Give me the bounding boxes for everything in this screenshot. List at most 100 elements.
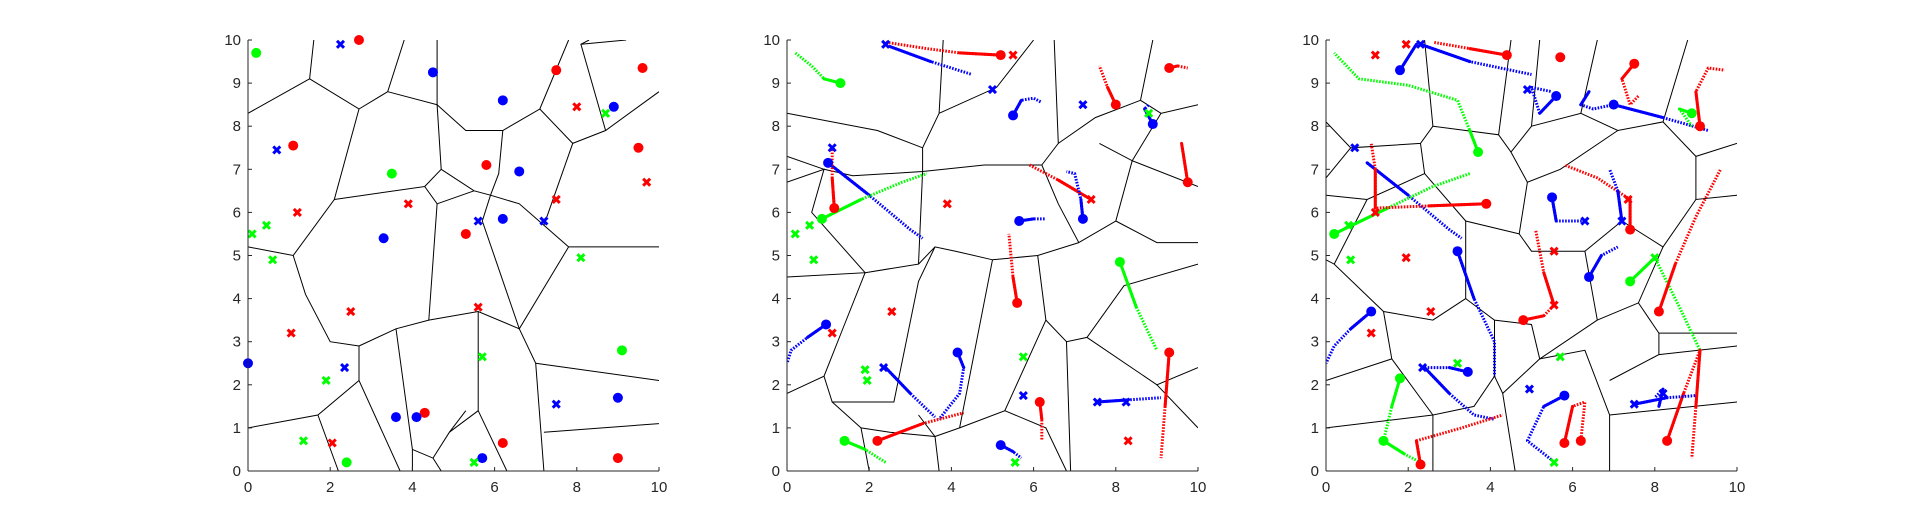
y-tick-label: 10 — [224, 32, 241, 49]
trajectory-path — [1333, 51, 1480, 153]
voronoi-edge — [1326, 221, 1467, 321]
x-tick-label: 6 — [1029, 479, 1037, 496]
trajectory-path — [1657, 168, 1722, 312]
trajectory-path — [1326, 310, 1373, 364]
voronoi-edge — [1609, 333, 1660, 381]
point-green-cross — [1452, 358, 1463, 368]
voronoi-edge — [432, 410, 467, 459]
point-red-dot — [1481, 198, 1492, 209]
point-blue-cross — [1617, 216, 1627, 226]
trajectory-path — [1525, 394, 1566, 462]
trajectory-path — [1530, 85, 1558, 115]
voronoi-edge — [428, 203, 438, 321]
point-red-dot — [829, 203, 840, 214]
subplot-2: 0 2 4 6 8 10 0 1 2 3 4 5 6 7 8 9 10 — [763, 32, 1206, 496]
point-blue-dot — [1559, 390, 1570, 401]
trajectory-head — [884, 366, 912, 395]
point-blue-cross — [473, 216, 483, 226]
point-red-dot — [288, 140, 299, 151]
trajectory-path — [1423, 366, 1495, 421]
axes: 0 2 4 6 8 10 0 1 2 3 4 5 6 7 8 9 10 — [763, 32, 1206, 496]
point-blue-dot — [821, 319, 832, 330]
point-red-cross — [1623, 194, 1633, 205]
point-green-dot — [1473, 147, 1484, 158]
point-green-dot — [816, 213, 827, 224]
x-tick-label: 10 — [651, 479, 668, 496]
point-red-dot — [1653, 306, 1664, 317]
point-blue-dot — [497, 213, 508, 224]
point-red-cross — [572, 102, 582, 112]
y-tick-label: 6 — [772, 204, 780, 221]
point-blue-dot — [477, 453, 488, 464]
trajectory-head — [1056, 178, 1093, 201]
point-blue-cross — [1658, 388, 1668, 398]
voronoi-edge — [317, 414, 339, 471]
trajectory-head — [820, 198, 863, 221]
point-red-dot — [872, 435, 883, 446]
voronoi-edge — [1326, 414, 1433, 429]
point-green-cross — [1346, 255, 1356, 265]
y-tick-label: 1 — [233, 420, 241, 437]
voronoi-edges — [787, 40, 1198, 471]
voronoi-edge — [395, 328, 413, 471]
voronoi-edge — [424, 104, 442, 187]
point-blue-cross — [879, 362, 889, 373]
x-tick-label: 6 — [490, 479, 498, 496]
point-green-cross — [247, 229, 257, 239]
trajectory-path — [794, 51, 841, 85]
y-tick-label: 7 — [1311, 161, 1319, 178]
point-red-dot — [612, 453, 623, 464]
voronoi-edge — [1326, 358, 1392, 381]
point-red-dot — [481, 159, 492, 170]
point-blue-dot — [427, 67, 438, 78]
trajectory-path — [1579, 90, 1615, 111]
y-tick-label: 9 — [772, 75, 780, 92]
point-green-cross — [321, 375, 331, 386]
voronoi-edge — [481, 195, 570, 330]
point-blue-cross — [539, 216, 549, 226]
point-blue-cross — [987, 85, 998, 95]
axes: 0 2 4 6 8 10 0 1 2 3 4 5 6 7 8 9 10 — [1302, 32, 1745, 496]
point-green-cross — [1344, 220, 1354, 230]
y-tick-label: 6 — [233, 204, 241, 221]
data-points — [243, 35, 652, 468]
point-blue-cross — [1121, 397, 1131, 407]
y-tick-label: 0 — [772, 463, 780, 480]
voronoi-edge — [1383, 311, 1434, 416]
point-red-dot — [497, 437, 508, 448]
trajectory-head — [1468, 47, 1509, 57]
point-red-dot — [419, 407, 430, 418]
voronoi-edge — [1004, 410, 1067, 471]
point-blue-dot — [1008, 110, 1019, 121]
voronoi-edge — [580, 40, 627, 45]
y-tick-label: 5 — [772, 248, 780, 265]
trajectory-path — [1694, 66, 1725, 127]
voronoi-edge — [1510, 130, 1619, 183]
point-blue-cross — [551, 399, 561, 409]
voronoi-edge — [860, 427, 940, 471]
point-red-cross — [827, 328, 837, 338]
voronoi-edge — [1695, 156, 1737, 201]
voronoi-edge — [580, 40, 607, 131]
trajectory-head — [1657, 262, 1677, 313]
voronoi-edge — [1066, 341, 1072, 471]
point-red-dot — [637, 63, 648, 74]
point-red-cross — [1123, 436, 1133, 446]
point-green-dot — [1625, 276, 1636, 287]
x-tick-label: 8 — [573, 479, 581, 496]
point-blue-cross — [1522, 85, 1532, 95]
point-blue-dot — [1394, 65, 1405, 76]
point-red-dot — [1182, 177, 1193, 188]
x-tick-label: 10 — [1729, 479, 1746, 496]
voronoi-edge — [1539, 349, 1611, 471]
point-red-dot — [1164, 347, 1175, 358]
point-green-dot — [1114, 256, 1125, 267]
point-blue-dot — [1608, 99, 1619, 110]
trajectory-path — [884, 366, 937, 419]
point-red-dot — [1501, 50, 1512, 61]
point-green-cross — [1144, 108, 1154, 118]
subplot-3: 0 2 4 6 8 10 0 1 2 3 4 5 6 7 8 9 10 — [1302, 32, 1745, 496]
point-green-dot — [1686, 108, 1697, 119]
point-blue-cross — [335, 39, 346, 49]
y-tick-label: 4 — [1311, 291, 1319, 308]
